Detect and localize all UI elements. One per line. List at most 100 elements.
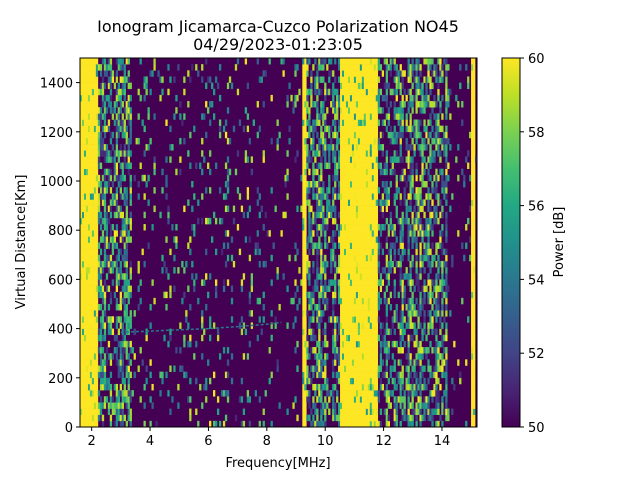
heatmap-cell xyxy=(91,377,95,385)
heatmap-cell xyxy=(345,193,349,200)
heatmap-cell xyxy=(91,217,95,225)
heatmap-cell xyxy=(347,181,351,188)
heatmap-cell xyxy=(125,230,128,237)
heatmap-cell xyxy=(95,199,99,206)
heatmap-cell xyxy=(165,236,168,243)
heatmap-cell xyxy=(383,267,386,274)
heatmap-cell xyxy=(403,101,406,108)
heatmap-cell xyxy=(330,254,333,262)
heatmap-cell xyxy=(334,230,337,237)
heatmap-cell xyxy=(338,193,341,200)
heatmap-cell xyxy=(167,340,170,348)
heatmap-cell xyxy=(83,168,87,176)
heatmap-cell xyxy=(349,304,353,311)
heatmap-cell xyxy=(115,125,119,133)
heatmap-cell xyxy=(294,70,297,77)
heatmap-cell xyxy=(93,230,97,237)
heatmap-cell xyxy=(274,205,277,213)
heatmap-cell xyxy=(322,205,325,213)
heatmap-cell xyxy=(345,267,349,274)
heatmap-cell xyxy=(375,94,379,102)
heatmap-cell xyxy=(467,76,470,83)
heatmap-cell xyxy=(387,193,390,200)
heatmap-cell xyxy=(401,217,404,225)
heatmap-cell xyxy=(80,408,83,415)
heatmap-cell xyxy=(437,217,440,225)
heatmap-cell xyxy=(431,125,434,133)
heatmap-cell xyxy=(399,328,402,336)
heatmap-cell xyxy=(286,101,289,108)
heatmap-cell xyxy=(359,162,363,169)
heatmap-cell xyxy=(222,347,226,354)
heatmap-cell xyxy=(371,101,375,108)
heatmap-cell xyxy=(336,137,339,145)
heatmap-cell xyxy=(423,242,426,249)
heatmap-cell xyxy=(357,273,361,280)
heatmap-cell xyxy=(369,279,373,286)
heatmap-cell xyxy=(119,187,122,194)
heatmap-cell xyxy=(415,420,418,428)
heatmap-cell xyxy=(369,131,373,139)
heatmap-cell xyxy=(409,260,412,268)
heatmap-cell xyxy=(226,187,230,194)
heatmap-cell xyxy=(375,310,379,317)
heatmap-cell xyxy=(405,322,408,329)
heatmap-cell xyxy=(103,193,107,200)
heatmap-cell xyxy=(347,94,351,102)
heatmap-cell xyxy=(191,260,194,268)
heatmap-cell xyxy=(419,371,422,379)
heatmap-cell xyxy=(123,174,126,182)
heatmap-cell xyxy=(431,420,434,428)
heatmap-cell xyxy=(427,365,430,372)
heatmap-cell xyxy=(125,371,128,379)
heatmap-cell xyxy=(411,396,414,403)
heatmap-cell xyxy=(423,94,426,102)
heatmap-cell xyxy=(397,377,400,385)
heatmap xyxy=(80,58,478,428)
heatmap-cell xyxy=(320,125,323,133)
heatmap-cell xyxy=(183,267,186,274)
heatmap-cell xyxy=(367,353,371,360)
heatmap-cell xyxy=(312,174,315,182)
heatmap-cell xyxy=(97,217,101,225)
heatmap-cell xyxy=(99,82,103,90)
heatmap-cell xyxy=(357,248,361,256)
heatmap-cell xyxy=(367,162,371,169)
heatmap-cell xyxy=(187,101,190,108)
heatmap-cell xyxy=(107,76,111,83)
heatmap-cell xyxy=(369,119,373,126)
heatmap-cell xyxy=(357,82,361,90)
heatmap-cell xyxy=(473,285,476,292)
heatmap-cell xyxy=(127,76,130,83)
heatmap-cell xyxy=(357,107,361,114)
heatmap-cell xyxy=(89,310,93,317)
heatmap-cell xyxy=(306,377,309,385)
heatmap-cell xyxy=(248,205,252,213)
heatmap-cell xyxy=(355,187,359,194)
heatmap-cell xyxy=(399,340,402,348)
heatmap-cell xyxy=(391,353,394,360)
heatmap-cell xyxy=(435,420,438,428)
heatmap-cell xyxy=(125,260,128,268)
heatmap-cell xyxy=(471,150,474,157)
heatmap-cell xyxy=(226,230,230,237)
heatmap-cell xyxy=(471,64,474,71)
heatmap-cell xyxy=(93,125,97,133)
heatmap-cell xyxy=(129,131,132,139)
heatmap-cell xyxy=(351,408,355,415)
heatmap-cell xyxy=(344,347,347,354)
heatmap-cell xyxy=(89,248,93,256)
heatmap-cell xyxy=(471,340,474,348)
heatmap-cell xyxy=(381,371,385,379)
heatmap-cell xyxy=(197,297,200,305)
heatmap-cell xyxy=(189,76,192,83)
heatmap-cell xyxy=(417,58,420,65)
heatmap-cell xyxy=(429,131,432,139)
heatmap-cell xyxy=(467,316,470,323)
heatmap-cell xyxy=(385,187,388,194)
heatmap-cell xyxy=(399,254,402,262)
heatmap-cell xyxy=(441,291,444,299)
heatmap-cell xyxy=(399,217,402,225)
heatmap-cell xyxy=(401,347,404,354)
heatmap-cell xyxy=(169,144,172,151)
